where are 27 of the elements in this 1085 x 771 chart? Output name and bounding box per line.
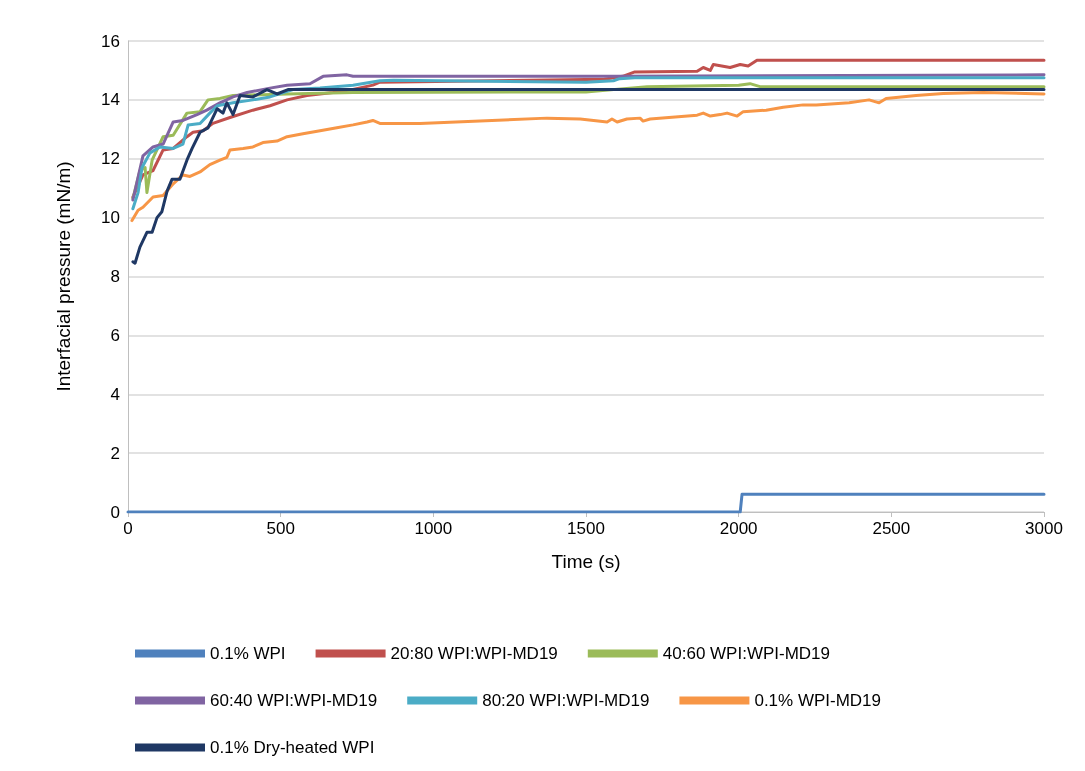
legend-label: 0.1% Dry-heated WPI	[210, 738, 375, 757]
line-series	[130, 91, 1046, 223]
legend-label: 0.1% WPI	[210, 644, 286, 663]
y-tick-label: 8	[110, 267, 120, 286]
x-tick-label: 1000	[414, 519, 453, 538]
y-tick-label: 6	[110, 325, 120, 345]
x-tick-label: 500	[266, 519, 295, 538]
y-tick-label: 4	[110, 384, 120, 404]
x-tick-label: 1500	[567, 519, 605, 538]
legend-label: 0.1% WPI-MD19	[754, 691, 882, 710]
y-tick-label: 16	[101, 31, 120, 51]
y-tick-label: 10	[101, 208, 120, 228]
y-tick-label: 2	[110, 443, 120, 463]
x-axis-title: Time (s)	[551, 551, 621, 572]
y-axis-title: Interfacial pressure (mN/m)	[53, 161, 74, 392]
legend-label: 20:80 WPI:WPI-MD19	[390, 644, 558, 663]
legend-label: 80:20 WPI:WPI-MD19	[482, 691, 650, 710]
x-tick-label: 3000	[1025, 519, 1063, 538]
y-tick-label: 14	[101, 90, 120, 110]
x-tick-label: 2000	[719, 519, 758, 538]
legend-label: 40:60 WPI:WPI-MD19	[662, 644, 831, 663]
line-series	[131, 88, 1046, 265]
legend-label: 60:40 WPI:WPI-MD19	[210, 691, 378, 710]
y-tick-label: 12	[101, 149, 120, 169]
x-tick-label: 2500	[872, 519, 911, 538]
x-tick-label: 0	[123, 519, 133, 538]
y-tick-label: 0	[110, 502, 120, 522]
